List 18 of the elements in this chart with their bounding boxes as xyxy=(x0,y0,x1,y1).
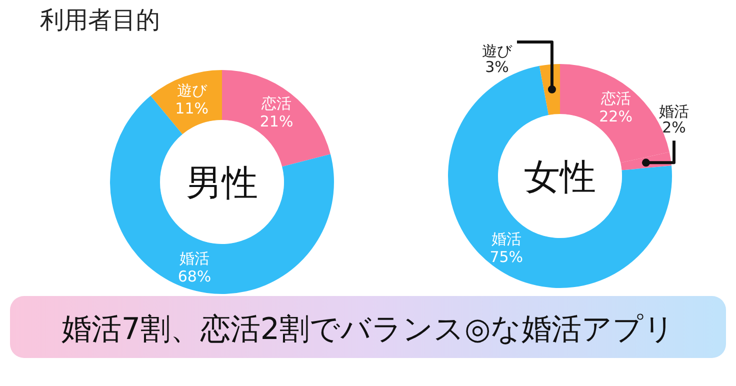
chart-title: 利用者目的 xyxy=(40,6,160,34)
slice-label: 婚活 xyxy=(179,250,210,268)
slice-label: 婚活 xyxy=(491,230,522,248)
data-label: 2% xyxy=(662,118,686,137)
data-label: 75% xyxy=(490,248,524,266)
text: 婚活7割、恋活2割でバランス◎な婚活アプリ xyxy=(61,312,675,347)
slice-label: 恋活 xyxy=(260,94,292,113)
data-label: 21% xyxy=(260,112,294,131)
text: 女性 xyxy=(524,157,596,198)
data-label: 68% xyxy=(178,268,212,286)
data-label: 3% xyxy=(485,58,509,76)
slice-label: 遊び xyxy=(482,42,513,60)
text: 男性 xyxy=(186,163,258,204)
slice-label: 恋活 xyxy=(600,90,631,108)
slice-label: 婚活 xyxy=(659,102,689,121)
slice-label: 遊び xyxy=(176,81,208,100)
data-label: 11% xyxy=(175,99,209,118)
data-label: 22% xyxy=(599,108,632,126)
